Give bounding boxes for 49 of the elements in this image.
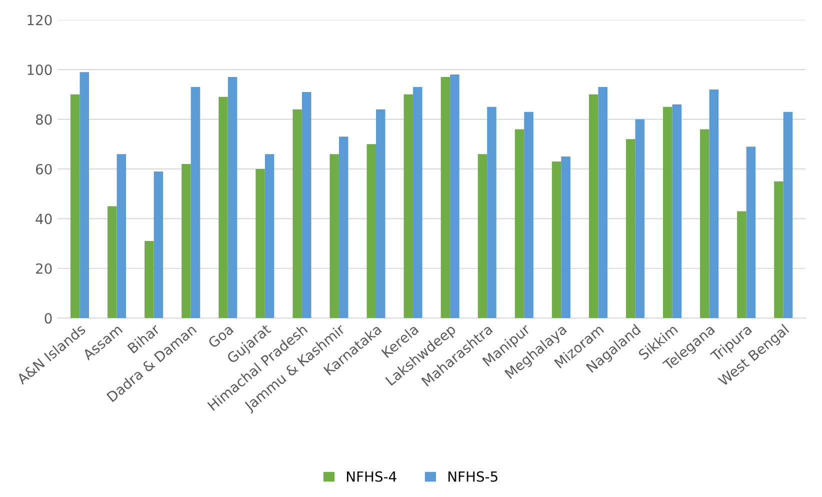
bar — [218, 96, 228, 318]
bar — [80, 72, 90, 318]
bar — [182, 164, 191, 318]
bar — [154, 171, 164, 318]
y-tick-label: 120 — [28, 14, 52, 26]
bar — [450, 74, 460, 318]
bar — [302, 92, 312, 318]
legend-label: NFHS-4 — [346, 471, 396, 482]
bar — [338, 136, 348, 318]
y-tick-label: 60 — [36, 164, 52, 174]
bar — [662, 106, 672, 318]
bar — [366, 144, 376, 318]
bar — [108, 206, 117, 318]
bar — [737, 211, 746, 318]
bar — [672, 104, 682, 318]
bar — [635, 119, 644, 318]
bar — [700, 129, 710, 318]
bar — [561, 156, 570, 318]
y-tick-label: 0 — [44, 313, 52, 324]
bar — [70, 94, 80, 318]
bar — [256, 168, 265, 318]
bar — [376, 109, 386, 318]
bar — [709, 89, 719, 318]
bar — [116, 154, 126, 318]
bar — [746, 146, 756, 318]
y-tick-label: 20 — [36, 263, 52, 274]
bar — [292, 109, 302, 318]
y-tick-label: 80 — [36, 114, 52, 125]
bar — [413, 86, 422, 318]
bar — [774, 181, 784, 318]
bar — [144, 241, 154, 318]
bar — [404, 94, 414, 318]
bar — [626, 139, 636, 318]
bar — [330, 154, 339, 318]
y-tick-label: 40 — [36, 214, 52, 224]
bar — [598, 86, 608, 318]
bar — [588, 94, 598, 318]
bar — [478, 154, 488, 318]
legend-label: NFHS-5 — [448, 471, 498, 482]
bar — [228, 77, 238, 318]
bar — [440, 77, 450, 318]
bar — [552, 162, 562, 318]
bar — [514, 129, 524, 318]
bar — [783, 112, 793, 318]
y-tick-label: 100 — [28, 64, 52, 76]
bar — [524, 112, 534, 318]
bar — [264, 154, 274, 318]
bar — [190, 86, 200, 318]
bar — [487, 106, 496, 318]
